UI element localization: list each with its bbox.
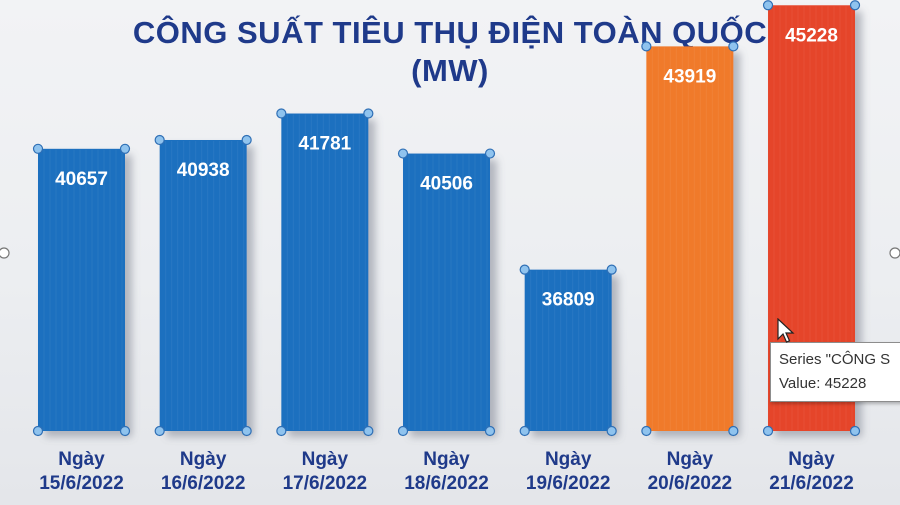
selection-handle[interactable]	[606, 425, 617, 437]
selection-handle[interactable]	[641, 41, 652, 52]
category-label-5-line-1: Ngày	[545, 449, 592, 470]
tooltip-value-line: Value: 45228	[779, 375, 867, 392]
chart-title-line-2: (MW)	[411, 53, 489, 88]
selection-handle[interactable]	[32, 425, 44, 437]
selection-handle[interactable]	[154, 134, 165, 146]
chart-resize-handle[interactable]	[0, 247, 10, 259]
category-label-7-line-1: Ngày	[788, 449, 835, 470]
category-label-6-line-2: 20/6/2022	[648, 473, 733, 494]
selection-handle[interactable]	[762, 425, 774, 437]
category-label-3-line-1: Ngày	[302, 449, 349, 470]
bar-6[interactable]	[646, 46, 734, 431]
selection-handle[interactable]	[119, 425, 131, 437]
selection-handle[interactable]	[519, 264, 530, 275]
selection-handle[interactable]	[241, 425, 252, 437]
data-label-7: 45228	[785, 25, 838, 46]
category-label-1-line-1: Ngày	[58, 449, 105, 470]
selection-handle[interactable]	[728, 425, 739, 437]
data-label-3: 41781	[298, 134, 351, 155]
bar-3[interactable]	[281, 113, 369, 432]
category-label-3-line-2: 17/6/2022	[283, 473, 368, 494]
chart-title-line-1: CÔNG SUẤT TIÊU THỤ ĐIỆN TOÀN QUỐC	[132, 15, 768, 50]
selection-handle[interactable]	[484, 148, 496, 159]
category-label-4-line-1: Ngày	[423, 449, 470, 470]
data-tooltip: Series "CÔNG S Value: 45228	[770, 342, 900, 402]
selection-handle[interactable]	[397, 425, 409, 437]
category-label-2-line-1: Ngày	[180, 449, 227, 470]
selection-handle[interactable]	[762, 0, 774, 11]
bar-5[interactable]	[524, 269, 612, 431]
selection-handle[interactable]	[276, 108, 287, 119]
selection-handle[interactable]	[363, 425, 374, 437]
selection-handle[interactable]	[641, 425, 652, 437]
selection-handle[interactable]	[32, 143, 44, 154]
bar-2[interactable]	[159, 139, 247, 431]
chart-title: CÔNG SUẤT TIÊU THỤ ĐIỆN TOÀN QUỐC (MW)	[0, 14, 900, 90]
mouse-cursor-icon	[777, 318, 795, 343]
category-label-1-line-2: 15/6/2022	[39, 473, 124, 494]
category-label-6-line-1: Ngày	[667, 449, 714, 470]
selection-handle[interactable]	[363, 108, 374, 119]
selection-handle[interactable]	[606, 264, 617, 275]
chart-resize-handle[interactable]	[889, 247, 900, 259]
selection-handle[interactable]	[519, 425, 530, 437]
selection-handle[interactable]	[849, 425, 861, 437]
data-label-1: 40657	[55, 169, 108, 190]
selection-handle[interactable]	[276, 425, 287, 437]
selection-handle[interactable]	[397, 148, 409, 159]
selection-handle[interactable]	[728, 41, 739, 52]
category-label-7-line-2: 21/6/2022	[769, 473, 854, 494]
selection-handle[interactable]	[849, 0, 861, 11]
data-label-5: 36809	[542, 290, 595, 311]
selection-handle[interactable]	[154, 425, 165, 437]
category-label-4-line-2: 18/6/2022	[404, 473, 489, 494]
data-label-4: 40506	[420, 174, 473, 195]
bar-1[interactable]	[38, 148, 125, 431]
data-label-2: 40938	[177, 160, 230, 181]
category-label-5-line-2: 19/6/2022	[526, 473, 611, 494]
selection-handle[interactable]	[484, 425, 496, 437]
selection-handle[interactable]	[119, 143, 131, 154]
bar-4[interactable]	[403, 153, 491, 431]
category-label-2-line-2: 16/6/2022	[161, 473, 246, 494]
data-label-6: 43919	[663, 66, 716, 87]
tooltip-series-line: Series "CÔNG S	[779, 351, 891, 368]
selection-handle[interactable]	[241, 134, 252, 146]
